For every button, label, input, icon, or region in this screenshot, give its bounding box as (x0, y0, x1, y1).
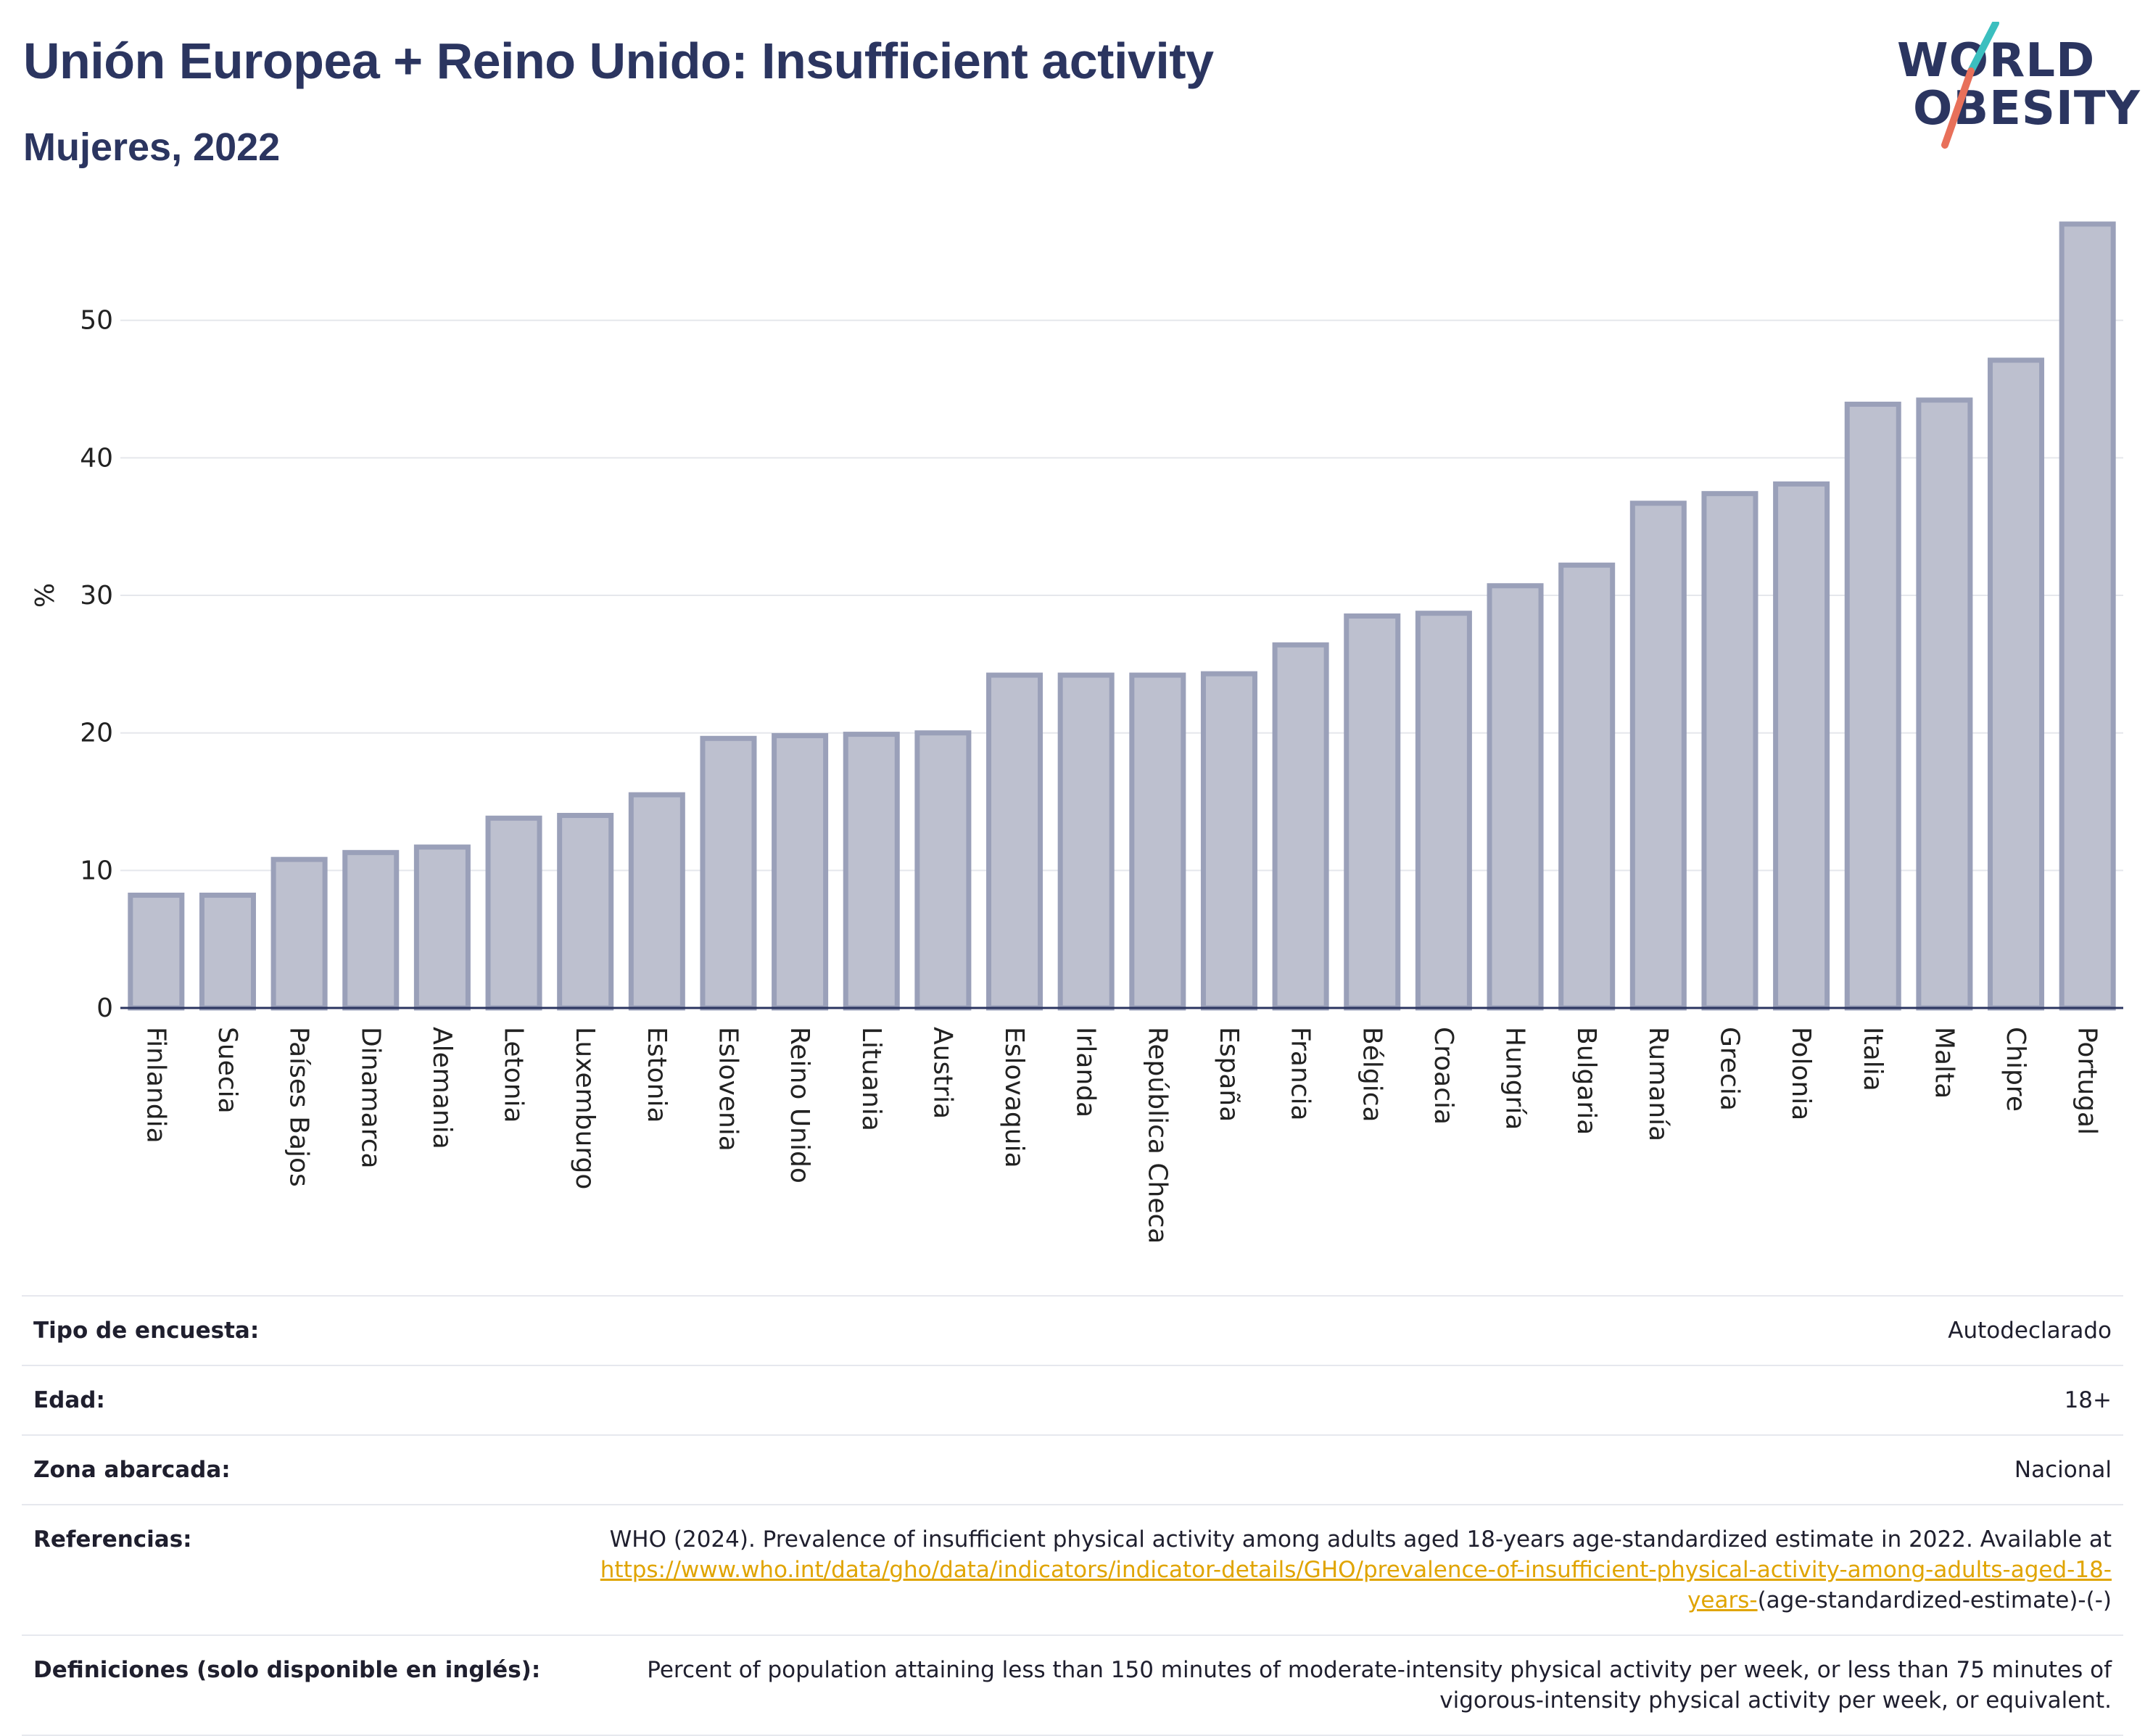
meta-value: Nacional (2014, 1457, 2112, 1483)
bar (1701, 491, 1758, 1011)
bar (1057, 672, 1115, 1011)
bar (1200, 671, 1257, 1011)
bar (1844, 401, 1901, 1011)
meta-label: Tipo de encuesta: (33, 1318, 260, 1344)
bar (986, 672, 1043, 1011)
x-tick-label: Irlanda (1071, 1027, 1101, 1117)
y-tick-label: 30 (80, 581, 113, 611)
y-tick-label: 50 (80, 306, 113, 336)
meta-label: Zona abarcada: (33, 1457, 231, 1483)
meta-label: Edad: (33, 1387, 105, 1413)
x-tick-label: Luxemburgo (570, 1027, 600, 1189)
bar (270, 856, 328, 1011)
bar (1415, 611, 1472, 1011)
chart-subtitle: Mujeres, 2022 (23, 125, 281, 169)
reference-suffix: (age-standardized-estimate)-(-) (1757, 1587, 2112, 1613)
bar (700, 735, 757, 1011)
x-tick-label: Alemania (427, 1027, 457, 1149)
bar (1344, 613, 1401, 1011)
chart-title: Unión Europea + Reino Unido: Insufficien… (23, 33, 1214, 89)
meta-value: 18+ (2064, 1387, 2112, 1413)
bar (485, 815, 542, 1011)
x-tick-label: Eslovenia (713, 1027, 743, 1152)
x-tick-label: Bulgaria (1571, 1027, 1601, 1135)
meta-value: WHO (2024). Prevalence of insufficient p… (553, 1524, 2112, 1616)
x-tick-label: República Checa (1142, 1027, 1172, 1244)
bar (1272, 642, 1329, 1011)
meta-label: Definiciones (solo disponible en inglés)… (33, 1657, 541, 1683)
bar (1916, 397, 1973, 1011)
x-tick-label: Malta (1929, 1027, 1959, 1099)
bar (1129, 672, 1186, 1011)
bar (128, 892, 185, 1011)
meta-label: Referencias: (33, 1526, 192, 1553)
logo-line-1: WORLD (1897, 34, 2096, 88)
x-tick-label: Dinamarca (355, 1027, 385, 1169)
bar (843, 732, 900, 1011)
bar-chart: 0 10 20 30 40 50% Finlandia Suecia Países Bajos D… (30, 221, 2123, 1244)
y-axis-label: % (30, 583, 60, 608)
x-tick-label: Bélgica (1357, 1027, 1386, 1123)
x-tick-label: Croacia (1429, 1027, 1458, 1125)
y-tick-label: 20 (80, 719, 113, 748)
bar (1558, 562, 1616, 1011)
bar (914, 730, 972, 1011)
x-tick-label: Grecia (1714, 1027, 1744, 1111)
meta-value: Percent of population attaining less tha… (647, 1657, 2112, 1714)
x-tick-label: Italia (1858, 1027, 1888, 1091)
x-tick-label: Estonia (642, 1027, 671, 1123)
y-tick-label: 0 (96, 993, 113, 1023)
x-tick-label: España (1214, 1027, 1244, 1122)
bar (628, 792, 685, 1011)
x-tick-label: Polonia (1786, 1027, 1816, 1120)
x-tick-label: Portugal (2072, 1027, 2102, 1135)
meta-row-coverage: Zona abarcada: Nacional (22, 1434, 2123, 1504)
x-tick-label: Austria (927, 1027, 957, 1119)
x-tick-label: Eslovaquia (999, 1027, 1029, 1168)
logo-slash-icon (1941, 22, 1999, 149)
x-tick-label: Hungría (1500, 1027, 1530, 1130)
reference-link[interactable]: https://www.who.int/data/gho/data/indica… (600, 1557, 2112, 1613)
x-tick-label: Rumanía (1643, 1027, 1673, 1141)
bar (1629, 500, 1687, 1011)
world-obesity-logo: WORLD OBESITY (1885, 22, 2140, 152)
meta-row-age: Edad: 18+ (22, 1365, 2123, 1434)
x-tick-label: Chipre (2001, 1027, 2030, 1112)
meta-row-definitions: Definiciones (solo disponible en inglés)… (22, 1634, 2123, 1736)
bar (413, 844, 471, 1011)
y-tick-label: 10 (80, 856, 113, 885)
bar (557, 812, 614, 1011)
bar (199, 892, 256, 1011)
x-tick-label: Países Bajos (284, 1027, 314, 1187)
bar (772, 732, 829, 1011)
x-tick-label: Francia (1286, 1027, 1315, 1121)
bar (1988, 357, 2045, 1011)
x-tick-label: Lituania (856, 1027, 886, 1131)
x-tick-label: Suecia (212, 1027, 242, 1114)
meta-row-survey-type: Tipo de encuesta: Autodeclarado (22, 1295, 2123, 1365)
y-tick-label: 40 (80, 443, 113, 473)
bar (342, 850, 400, 1011)
x-tick-label: Reino Unido (785, 1027, 814, 1183)
meta-value: Autodeclarado (1948, 1318, 2112, 1344)
bar (2059, 221, 2116, 1011)
reference-text: WHO (2024). Prevalence of insufficient p… (609, 1526, 2112, 1553)
x-tick-label: Finlandia (141, 1027, 170, 1144)
meta-row-references: Referencias: WHO (2024). Prevalence of i… (22, 1504, 2123, 1634)
bar (1773, 481, 1830, 1011)
metadata-table: Tipo de encuesta: Autodeclarado Edad: 18… (22, 1295, 2123, 1736)
x-tick-label: Letonia (499, 1027, 529, 1123)
bar (1487, 583, 1544, 1011)
